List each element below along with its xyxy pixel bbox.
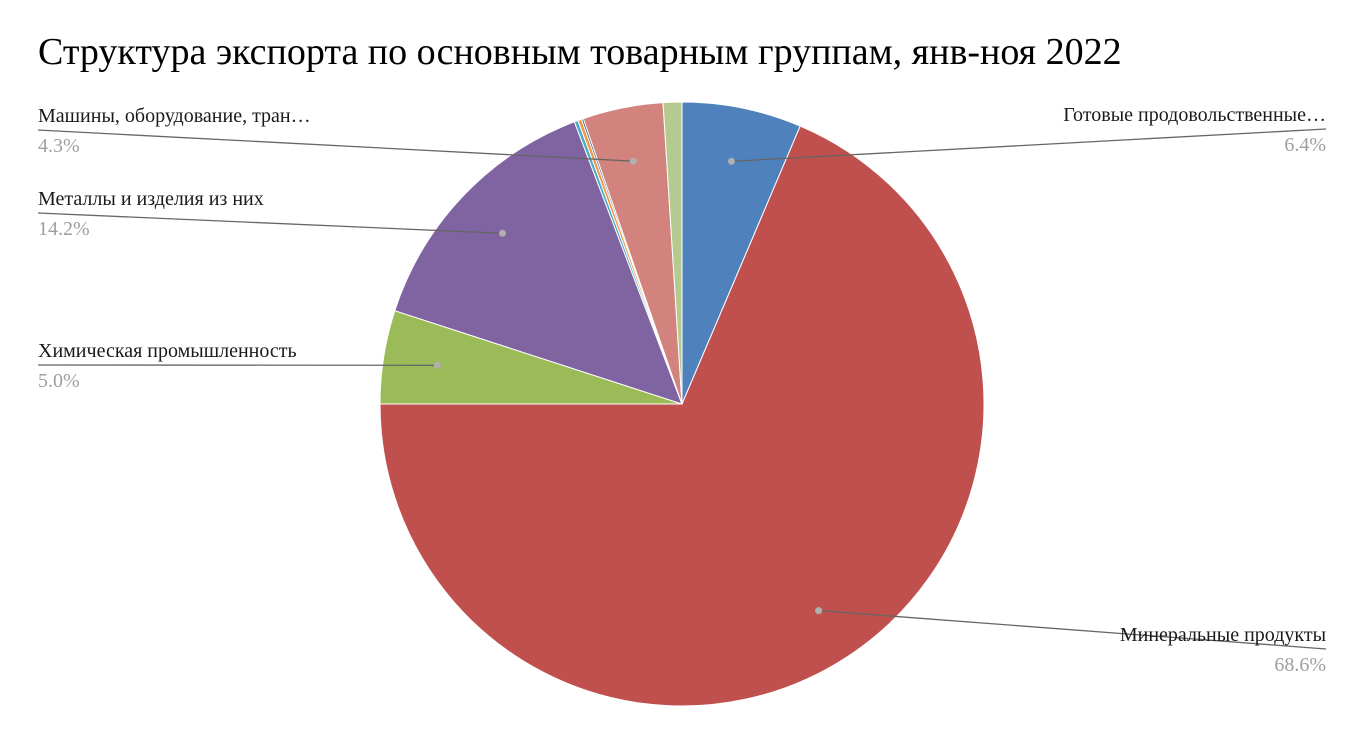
slice-label-металлы-и-изделия-из-них: Металлы и изделия из них <box>38 188 264 210</box>
pie-slice-готовые-продовольственные[interactable] <box>681 101 801 405</box>
leader-line-минеральные-продукты <box>818 609 1327 650</box>
slice-label-минеральные-продукты: Минеральные продукты <box>1120 624 1326 646</box>
leader-dot-машины-оборудование-тран <box>629 157 637 165</box>
leader-dot-минеральные-продукты <box>815 607 823 615</box>
leader-line-металлы-и-изделия-из-них <box>37 212 503 234</box>
leader-dot-готовые-продовольственные <box>728 157 735 165</box>
pie-slice-other-8[interactable] <box>662 101 683 405</box>
slice-label-машины-оборудование-тран: Машины, оборудование, тран… <box>38 105 311 127</box>
slice-value-минеральные-продукты: 68.6% <box>1274 654 1326 676</box>
labels-layer: Готовые продовольственные… 6.4% Минеральны… <box>37 104 1327 676</box>
leader-line-готовые-продовольственные <box>731 128 1327 162</box>
slice-value-машины-оборудование-тран: 4.3% <box>38 135 80 157</box>
pie-slice-металлы-и-изделия-из-них[interactable] <box>394 121 683 405</box>
leader-dot-химическая-промышленность <box>433 361 441 369</box>
slice-label-готовые-продовольственные: Готовые продовольственные… <box>1063 104 1326 126</box>
pie-slice-минеральные-продукты[interactable] <box>379 125 985 707</box>
chart-title: Структура экспорта по основным товарным … <box>38 31 1122 73</box>
leader-line-машины-оборудование-тран <box>37 129 634 162</box>
leader-dot-металлы-и-изделия-из-них <box>499 229 506 237</box>
slice-value-готовые-продовольственные: 6.4% <box>1284 134 1326 156</box>
slice-label-химическая-промышленность: Химическая промышленность <box>38 340 297 362</box>
slices-layer <box>379 101 985 707</box>
slice-value-металлы-и-изделия-из-них: 14.2% <box>38 218 90 240</box>
slice-value-химическая-промышленность: 5.0% <box>38 370 80 392</box>
